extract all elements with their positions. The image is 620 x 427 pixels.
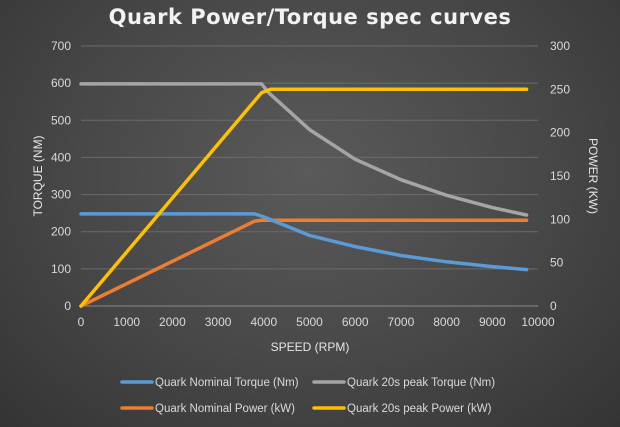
series-line-2 <box>79 218 529 308</box>
legend-label: Quark Nominal Torque (Nm) <box>155 377 299 389</box>
x-tick-label: 8000 <box>433 315 460 329</box>
series-lines <box>79 82 529 308</box>
y2-tick-label: 200 <box>550 126 570 140</box>
series-line-3 <box>79 87 529 308</box>
series-line-0 <box>79 212 529 272</box>
chart-title: Quark Power/Torque spec curves <box>109 5 512 29</box>
axes: 0100200300400500600700050100150200250300… <box>51 39 570 329</box>
y-tick-label: 600 <box>51 76 71 90</box>
x-tick-label: 0 <box>78 315 85 329</box>
y2-tick-label: 300 <box>550 39 570 53</box>
y2-tick-label: 150 <box>550 169 570 183</box>
y-tick-label: 300 <box>51 188 71 202</box>
x-tick-label: 1000 <box>113 315 140 329</box>
x-tick-label: 7000 <box>388 315 415 329</box>
series-line-1 <box>79 82 529 217</box>
y-tick-label: 700 <box>51 39 71 53</box>
y-tick-label: 100 <box>51 262 71 276</box>
y2-axis-label: POWER (KW) <box>586 138 600 214</box>
legend: Quark Nominal Torque (Nm) Quark 20s peak … <box>120 377 495 415</box>
y2-tick-label: 100 <box>550 212 570 226</box>
legend-label: Quark 20s peak Power (kW) <box>347 403 492 415</box>
x-axis-label: SPEED (RPM) <box>271 340 350 354</box>
legend-label: Quark 20s peak Torque (Nm) <box>347 377 495 389</box>
y2-tick-label: 50 <box>550 256 564 270</box>
y-tick-label: 200 <box>51 225 71 239</box>
x-tick-label: 4000 <box>250 315 277 329</box>
y-tick-label: 0 <box>64 299 71 313</box>
y-axis-label: TORQUE (NM) <box>31 135 45 216</box>
y-tick-label: 400 <box>51 150 71 164</box>
x-tick-label: 10000 <box>521 315 555 329</box>
x-tick-label: 5000 <box>296 315 323 329</box>
y2-tick-label: 0 <box>550 299 557 313</box>
y2-tick-label: 250 <box>550 82 570 96</box>
x-tick-label: 2000 <box>159 315 186 329</box>
y-tick-label: 500 <box>51 113 71 127</box>
x-tick-label: 3000 <box>205 315 232 329</box>
x-tick-label: 9000 <box>479 315 506 329</box>
x-tick-label: 6000 <box>342 315 369 329</box>
legend-label: Quark Nominal Power (kW) <box>155 403 295 415</box>
